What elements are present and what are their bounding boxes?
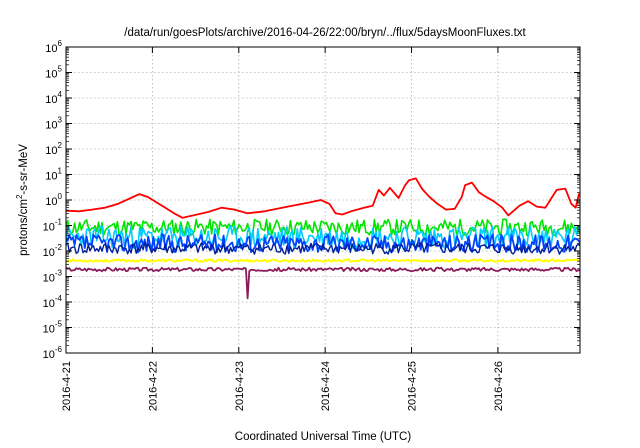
y-tick-label: 106 <box>45 39 62 55</box>
y-tick-label: 105 <box>45 65 62 81</box>
x-tick-label: 2016-4-24 <box>320 361 332 411</box>
y-tick-label: 101 <box>45 167 62 183</box>
x-axis-label: Coordinated Universal Time (UTC) <box>235 431 412 443</box>
x-tick-label: 2016-4-25 <box>407 361 419 411</box>
x-tick-label: 2016-4-22 <box>147 361 159 411</box>
y-tick-label: 103 <box>45 116 62 132</box>
series-line-1 <box>65 177 580 219</box>
x-axis: 2016-4-21 2016-4-22 2016-4-23 2016-4-24 2016… <box>61 47 505 411</box>
y-tick-label: 100 <box>45 192 62 208</box>
x-tick-label: 2016-4-21 <box>61 361 73 411</box>
y-tick-label: 10-6 <box>43 345 63 361</box>
y-tick-label: 10-5 <box>43 320 63 336</box>
y-tick-label: 102 <box>45 141 62 157</box>
chart-title: /data/run/goesPlots/archive/2016-04-26/2… <box>124 27 526 39</box>
y-axis-label: protons/cm2-s-sr-MeV <box>15 144 30 256</box>
x-tick-label: 2016-4-23 <box>234 361 246 411</box>
grid <box>66 47 580 353</box>
y-tick-label: 10-2 <box>43 243 63 259</box>
y-axis: 106 105 104 103 102 101 100 10-1 10-2 10-3 10-4 10-… <box>43 39 580 361</box>
y-axis-label-pre: protons/cm <box>18 199 30 256</box>
series-line-6 <box>65 258 581 263</box>
x-tick-label: 2016-4-26 <box>493 361 505 411</box>
y-axis-label-post: -s-sr-MeV <box>18 144 30 195</box>
series-line-2 <box>65 218 581 237</box>
series-line-7 <box>65 266 581 300</box>
series-line-5 <box>65 242 581 255</box>
y-tick-label: 10-3 <box>43 269 63 285</box>
y-axis-label-sup: 2 <box>15 194 24 199</box>
y-tick-label: 10-1 <box>43 218 63 234</box>
y-tick-label: 104 <box>45 90 62 106</box>
y-tick-label: 10-4 <box>43 294 63 310</box>
series-layer <box>65 177 581 300</box>
